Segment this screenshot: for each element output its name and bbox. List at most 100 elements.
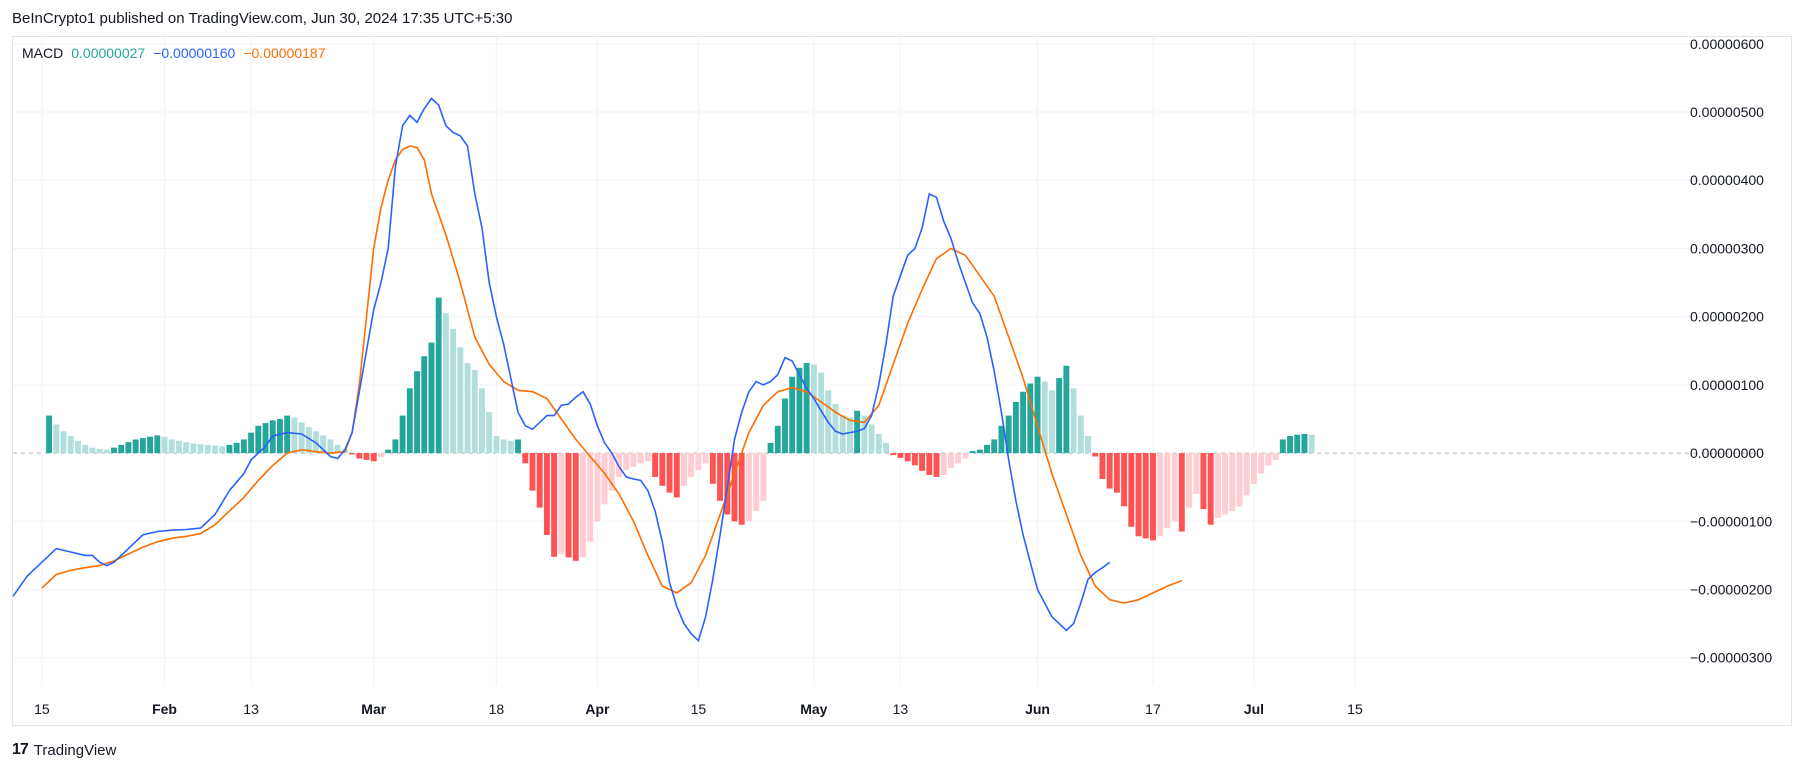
histogram-bar <box>709 453 716 484</box>
histogram-bar <box>1149 453 1156 541</box>
y-tick-label: −0.00000100 <box>1690 513 1772 529</box>
histogram-bar <box>385 449 392 454</box>
histogram-bar <box>846 417 853 454</box>
x-tick-label: 18 <box>489 701 505 717</box>
histogram-bar <box>897 453 904 458</box>
histogram-bar <box>276 418 283 454</box>
y-tick-label: 0.00000200 <box>1690 309 1764 325</box>
histogram-bar <box>796 367 803 454</box>
x-tick-label: Mar <box>361 701 386 717</box>
histogram-bar <box>435 297 442 454</box>
histogram-bar <box>1308 434 1315 454</box>
histogram-bar <box>810 364 817 454</box>
histogram-bar <box>1034 376 1041 454</box>
histogram-bar <box>803 363 810 454</box>
legend-histogram-value: 0.00000027 <box>71 45 146 61</box>
histogram-bar <box>998 425 1005 454</box>
histogram-bar <box>1236 453 1243 507</box>
histogram-bar <box>587 453 594 542</box>
histogram-bar <box>111 447 117 454</box>
histogram-bar <box>74 440 81 454</box>
histogram-bar <box>926 453 933 475</box>
histogram-bar <box>204 444 211 454</box>
histogram-bar <box>832 403 839 454</box>
histogram-bar <box>861 415 868 454</box>
histogram-bar <box>147 436 154 454</box>
chart-pane[interactable] <box>12 36 1792 726</box>
histogram-bar <box>226 444 233 454</box>
histogram-bar <box>1164 453 1171 529</box>
histogram-bar <box>262 423 269 454</box>
x-tick-label: Apr <box>585 701 610 717</box>
histogram-bar <box>1005 415 1012 454</box>
tradingview-brand[interactable]: 17 TradingView <box>12 741 116 759</box>
histogram-bar <box>644 453 651 462</box>
histogram-bar <box>1251 453 1257 484</box>
histogram-bar <box>493 436 500 454</box>
x-tick-label: May <box>800 701 827 717</box>
x-tick-label: 15 <box>691 701 707 717</box>
histogram-bar <box>1142 453 1149 539</box>
histogram-bar <box>551 453 558 557</box>
histogram-bar <box>284 415 291 454</box>
histogram-bar <box>349 453 356 455</box>
histogram-bar <box>673 453 680 498</box>
histogram-bar <box>450 328 457 454</box>
histogram-bar <box>154 435 161 454</box>
histogram-bar <box>183 442 190 454</box>
histogram-bar <box>46 415 53 454</box>
indicator-legend[interactable]: MACD 0.00000027 −0.00000160 −0.00000187 <box>22 45 333 61</box>
tradingview-logo-icon: 17 <box>12 741 29 758</box>
histogram-bar <box>248 432 255 454</box>
histogram-bar <box>240 439 247 454</box>
histogram-bar <box>392 439 399 454</box>
histogram-bar <box>471 369 478 454</box>
histogram-bar <box>731 453 738 522</box>
histogram-bar <box>507 440 514 454</box>
histogram-bar <box>479 388 485 454</box>
histogram-bar <box>1279 439 1286 454</box>
histogram-bar <box>125 442 132 454</box>
histogram-bar <box>414 371 420 454</box>
histogram-bar <box>1027 383 1034 454</box>
histogram-bar <box>1193 453 1200 495</box>
histogram-bar <box>515 439 522 454</box>
histogram-bar <box>363 453 370 460</box>
histogram-bar <box>406 388 413 454</box>
histogram-bar <box>1020 391 1027 454</box>
histogram-bar <box>601 453 608 505</box>
histogram-bar <box>933 453 940 477</box>
histogram-bar <box>890 453 897 456</box>
x-tick-label: Jun <box>1025 701 1050 717</box>
histogram-bar <box>1207 453 1214 525</box>
histogram-bar <box>1128 453 1135 527</box>
histogram-bar <box>197 444 204 454</box>
histogram-bar <box>904 453 911 462</box>
histogram-bar <box>1272 453 1279 460</box>
histogram-bar <box>378 453 384 458</box>
histogram-bar <box>53 424 60 454</box>
histogram-bar <box>1092 453 1099 457</box>
publisher-caption: BeInCrypto1 published on TradingView.com… <box>12 10 513 27</box>
histogram-bar <box>1222 453 1229 515</box>
histogram-bar <box>875 433 882 454</box>
histogram-bar <box>118 444 125 454</box>
histogram-bar <box>168 439 175 454</box>
histogram-bar <box>1121 453 1128 507</box>
histogram-bar <box>89 447 96 454</box>
y-tick-label: 0.00000300 <box>1690 240 1764 256</box>
y-tick-label: 0.00000400 <box>1690 172 1764 188</box>
histogram-bar <box>82 444 89 454</box>
x-tick-label: Feb <box>152 701 177 717</box>
histogram-bar <box>305 427 312 454</box>
legend-signal-value: −0.00000187 <box>243 45 326 61</box>
histogram-bar <box>442 313 449 454</box>
y-tick-label: −0.00000300 <box>1690 650 1772 666</box>
histogram-bar <box>1243 453 1250 496</box>
histogram-bar <box>738 453 745 525</box>
histogram-bar <box>370 453 377 462</box>
y-tick-label: 0.00000500 <box>1690 104 1764 120</box>
histogram-bar <box>428 342 435 454</box>
histogram-bar <box>1041 381 1048 454</box>
